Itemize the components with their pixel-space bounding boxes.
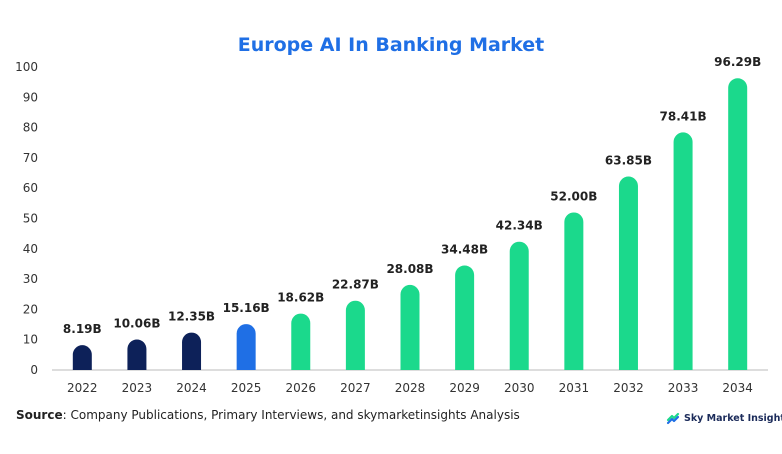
data-label: 22.87B (332, 278, 379, 292)
bar-2022 (72, 345, 92, 370)
x-tick-label: 2022 (67, 381, 98, 395)
x-tick-label: 2034 (722, 381, 753, 395)
data-label: 18.62B (277, 291, 324, 305)
x-tick-label: 2027 (340, 381, 371, 395)
x-axis: 2022 2023 2024 2025 2026 2027 2028 2029 2030 2031… (67, 381, 753, 395)
data-labels: 8.19B 10.06B 12.35B 15.16B 18.62B 22.87B 28.08… (63, 55, 761, 336)
y-tick-label: 0 (30, 363, 38, 377)
bar-2033 (673, 132, 693, 370)
bar-2034 (728, 78, 748, 370)
data-label: 52.00B (550, 189, 597, 203)
y-axis: 0 10 20 30 40 50 60 70 80 90 100 (15, 60, 38, 377)
x-tick-label: 2031 (559, 381, 590, 395)
data-label: 96.29B (714, 55, 761, 69)
bars (72, 78, 748, 370)
source-note: Source: Company Publications, Primary In… (16, 408, 520, 422)
x-tick-label: 2026 (285, 381, 316, 395)
bar-2032 (618, 176, 638, 370)
bar-2031 (564, 212, 584, 370)
x-tick-label: 2025 (231, 381, 262, 395)
x-tick-label: 2024 (176, 381, 207, 395)
data-label: 34.48B (441, 243, 488, 257)
bar-2023 (127, 339, 147, 370)
bar-2030 (509, 241, 529, 370)
brand-name: Sky Market Insights (684, 412, 782, 424)
data-label: 8.19B (63, 322, 102, 336)
x-tick-label: 2029 (449, 381, 480, 395)
y-tick-label: 10 (23, 333, 38, 347)
data-label: 15.16B (223, 301, 270, 315)
x-tick-label: 2030 (504, 381, 535, 395)
data-label: 12.35B (168, 310, 215, 324)
x-tick-label: 2032 (613, 381, 644, 395)
bar-2029 (455, 265, 475, 370)
y-tick-label: 90 (23, 90, 38, 104)
y-tick-label: 30 (23, 272, 38, 286)
source-label: Source (16, 408, 63, 422)
bar-2026 (291, 313, 311, 370)
data-label: 63.85B (605, 154, 652, 168)
data-label: 42.34B (496, 219, 543, 233)
bar-2027 (345, 300, 365, 370)
data-label: 28.08B (386, 262, 433, 276)
bar-2024 (182, 332, 202, 370)
x-tick-label: 2028 (395, 381, 426, 395)
source-text: : Company Publications, Primary Intervie… (62, 408, 520, 422)
y-tick-label: 80 (23, 121, 38, 135)
data-label: 78.41B (660, 109, 707, 123)
y-tick-label: 60 (23, 181, 38, 195)
brand-logo: Sky Market Insights (666, 411, 782, 425)
y-tick-label: 70 (23, 151, 38, 165)
y-tick-label: 20 (23, 302, 38, 316)
y-tick-label: 100 (15, 60, 38, 74)
x-tick-label: 2023 (122, 381, 153, 395)
brand-logo-icon (666, 412, 680, 425)
y-tick-label: 40 (23, 242, 38, 256)
x-tick-label: 2033 (668, 381, 699, 395)
bar-2028 (400, 284, 420, 370)
y-tick-label: 50 (23, 212, 38, 226)
data-label: 10.06B (113, 317, 160, 331)
bar-2025 (236, 324, 256, 370)
chart-title: Europe AI In Banking Market (237, 34, 545, 56)
